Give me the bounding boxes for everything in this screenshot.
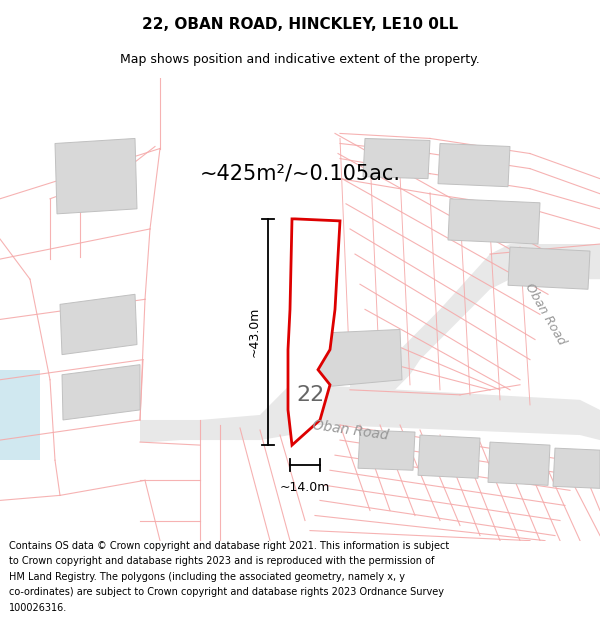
Polygon shape [288, 219, 340, 445]
Polygon shape [508, 247, 590, 289]
Polygon shape [438, 144, 510, 187]
Polygon shape [448, 199, 540, 244]
Text: ~425m²/~0.105ac.: ~425m²/~0.105ac. [200, 164, 401, 184]
Text: Map shows position and indicative extent of the property.: Map shows position and indicative extent… [120, 53, 480, 66]
Polygon shape [553, 448, 600, 488]
Text: 22: 22 [296, 385, 324, 405]
Text: ~14.0m: ~14.0m [280, 481, 330, 494]
Polygon shape [55, 139, 137, 214]
Polygon shape [350, 244, 600, 390]
Text: Oban Road: Oban Road [311, 418, 389, 442]
Text: Oban Road: Oban Road [522, 281, 568, 348]
Text: 22, OBAN ROAD, HINCKLEY, LE10 0LL: 22, OBAN ROAD, HINCKLEY, LE10 0LL [142, 17, 458, 32]
Text: 100026316.: 100026316. [9, 603, 67, 613]
Text: HM Land Registry. The polygons (including the associated geometry, namely x, y: HM Land Registry. The polygons (includin… [9, 572, 405, 582]
Text: ~43.0m: ~43.0m [248, 307, 260, 357]
Polygon shape [488, 442, 550, 486]
Polygon shape [62, 364, 140, 420]
Polygon shape [60, 294, 137, 354]
Polygon shape [0, 370, 40, 460]
Polygon shape [290, 329, 402, 390]
Text: Contains OS data © Crown copyright and database right 2021. This information is : Contains OS data © Crown copyright and d… [9, 541, 449, 551]
Polygon shape [418, 435, 480, 478]
Text: to Crown copyright and database rights 2023 and is reproduced with the permissio: to Crown copyright and database rights 2… [9, 556, 434, 566]
Polygon shape [363, 139, 430, 179]
Text: co-ordinates) are subject to Crown copyright and database rights 2023 Ordnance S: co-ordinates) are subject to Crown copyr… [9, 588, 444, 598]
Polygon shape [140, 385, 600, 442]
Polygon shape [358, 430, 415, 470]
